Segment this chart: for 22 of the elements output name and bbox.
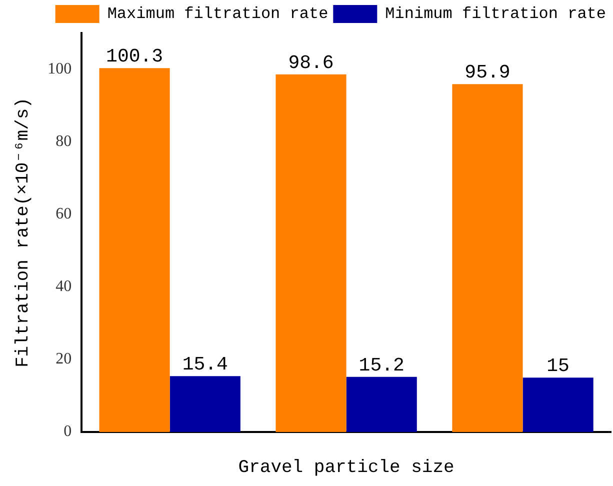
bar xyxy=(99,68,170,432)
y-tick-label: 0 xyxy=(64,423,72,440)
legend-label: Maximum filtration rate xyxy=(107,5,328,24)
bar xyxy=(452,84,523,432)
bar xyxy=(346,376,417,432)
legend-label: Minimum filtration rate xyxy=(385,5,606,24)
y-tick-label: 40 xyxy=(56,278,72,296)
bar xyxy=(522,378,594,432)
data-label: 15.4 xyxy=(182,354,228,376)
y-axis-title: Filtration rate(×10⁻⁶m/s) xyxy=(14,97,34,368)
data-label: 100.3 xyxy=(106,46,164,68)
bar xyxy=(276,74,346,432)
data-label: 15.2 xyxy=(358,354,404,376)
bar xyxy=(170,376,240,432)
y-tick-label: 80 xyxy=(56,133,72,150)
data-label: 98.6 xyxy=(288,52,334,74)
x-axis-title: Gravel particle size xyxy=(238,458,454,478)
data-label: 15 xyxy=(546,355,570,378)
y-tick-label: 60 xyxy=(56,206,72,223)
y-tick-label: 100 xyxy=(48,60,72,78)
data-label: 95.9 xyxy=(464,62,510,84)
y-tick-label: 20 xyxy=(56,350,72,368)
